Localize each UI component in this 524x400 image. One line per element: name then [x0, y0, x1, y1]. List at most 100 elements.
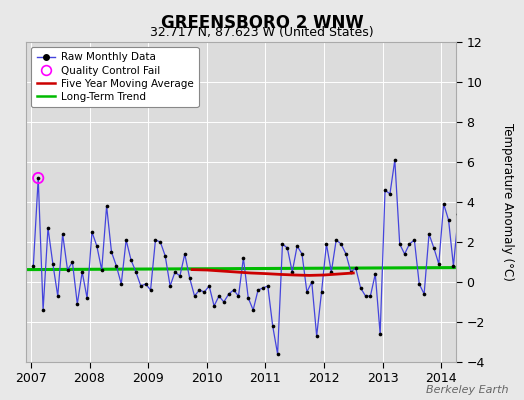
Point — [239, 255, 247, 261]
Point — [366, 293, 375, 299]
Point — [396, 241, 404, 247]
Point — [327, 269, 335, 275]
Point — [146, 287, 155, 293]
Point — [97, 267, 106, 273]
Point — [234, 293, 243, 299]
Point — [503, 255, 511, 261]
Point — [308, 279, 316, 285]
Point — [347, 269, 355, 275]
Point — [181, 251, 189, 257]
Point — [259, 285, 267, 291]
Point — [34, 175, 42, 181]
Point — [39, 307, 47, 313]
Point — [220, 299, 228, 305]
Point — [151, 237, 160, 243]
Point — [376, 331, 385, 337]
Point — [362, 293, 370, 299]
Point — [274, 351, 282, 357]
Point — [59, 231, 67, 237]
Point — [53, 293, 62, 299]
Point — [420, 291, 428, 297]
Point — [484, 271, 492, 277]
Point — [34, 175, 42, 181]
Point — [298, 251, 306, 257]
Point — [488, 297, 497, 303]
Point — [161, 253, 169, 259]
Point — [63, 267, 72, 273]
Point — [386, 191, 394, 197]
Point — [405, 241, 413, 247]
Point — [200, 289, 209, 295]
Point — [430, 245, 438, 251]
Point — [166, 283, 174, 289]
Point — [132, 269, 140, 275]
Point — [195, 287, 204, 293]
Text: 32.717 N, 87.623 W (United States): 32.717 N, 87.623 W (United States) — [150, 26, 374, 39]
Point — [381, 187, 389, 193]
Text: Berkeley Earth: Berkeley Earth — [426, 385, 508, 395]
Point — [268, 323, 277, 329]
Point — [127, 257, 135, 263]
Point — [29, 263, 38, 269]
Point — [303, 289, 311, 295]
Point — [390, 157, 399, 163]
Point — [49, 261, 57, 267]
Y-axis label: Temperature Anomaly (°C): Temperature Anomaly (°C) — [501, 123, 515, 281]
Point — [137, 283, 145, 289]
Point — [117, 281, 125, 287]
Point — [122, 237, 130, 243]
Point — [205, 283, 213, 289]
Point — [283, 245, 291, 251]
Point — [342, 251, 350, 257]
Point — [464, 283, 472, 289]
Point — [230, 287, 238, 293]
Point — [474, 321, 482, 327]
Point — [107, 249, 116, 255]
Point — [444, 217, 453, 223]
Point — [210, 303, 219, 309]
Point — [244, 295, 253, 301]
Point — [215, 293, 223, 299]
Point — [171, 269, 179, 275]
Point — [410, 237, 419, 243]
Point — [73, 301, 82, 307]
Point — [185, 275, 194, 281]
Point — [493, 283, 501, 289]
Point — [112, 263, 121, 269]
Point — [318, 289, 326, 295]
Point — [478, 271, 487, 277]
Point — [332, 237, 341, 243]
Point — [44, 225, 52, 231]
Point — [225, 291, 233, 297]
Point — [88, 229, 96, 235]
Point — [293, 243, 301, 249]
Point — [503, 255, 511, 261]
Point — [454, 211, 463, 217]
Point — [415, 281, 423, 287]
Point — [352, 265, 360, 271]
Point — [93, 243, 101, 249]
Point — [141, 281, 150, 287]
Point — [78, 269, 86, 275]
Point — [356, 285, 365, 291]
Point — [264, 283, 272, 289]
Text: GREENSBORO 2 WNW: GREENSBORO 2 WNW — [161, 14, 363, 32]
Point — [425, 231, 433, 237]
Point — [337, 241, 345, 247]
Point — [434, 261, 443, 267]
Point — [102, 203, 111, 209]
Point — [176, 273, 184, 279]
Point — [288, 269, 297, 275]
Point — [371, 271, 379, 277]
Point — [312, 333, 321, 339]
Point — [498, 227, 507, 233]
Point — [449, 263, 457, 269]
Point — [469, 327, 477, 333]
Point — [68, 259, 77, 265]
Point — [190, 293, 199, 299]
Point — [254, 287, 262, 293]
Point — [83, 295, 91, 301]
Point — [322, 241, 331, 247]
Point — [440, 201, 448, 207]
Point — [400, 251, 409, 257]
